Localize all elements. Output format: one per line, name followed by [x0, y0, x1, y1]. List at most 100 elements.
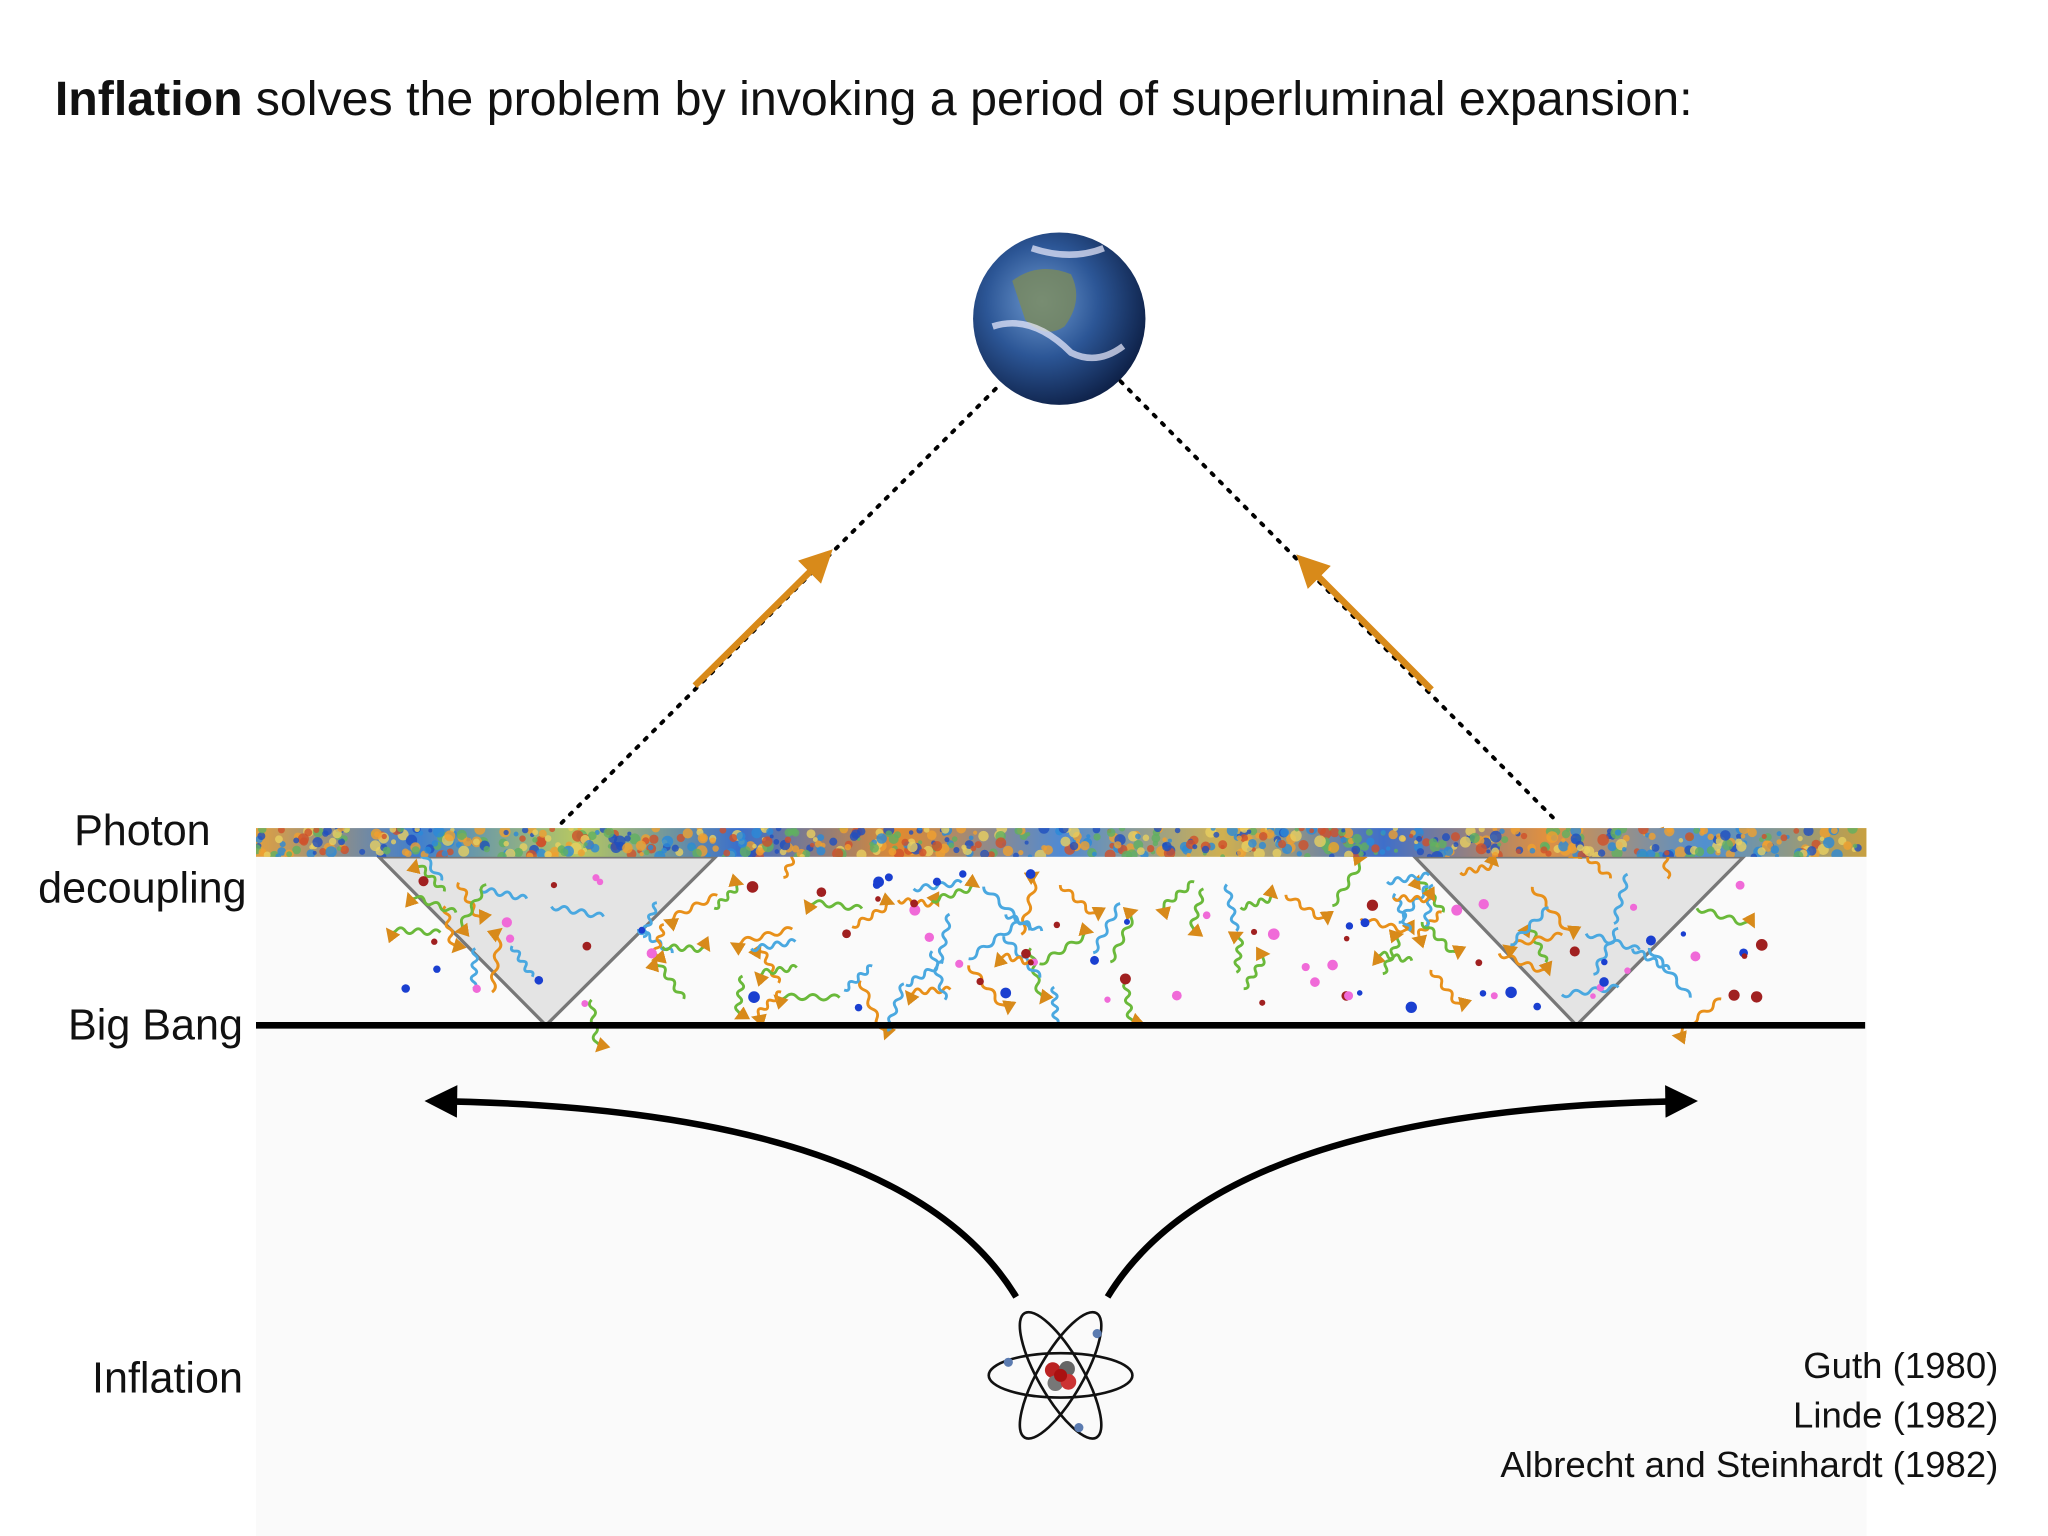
cmb-spot: [908, 830, 914, 835]
particle-wave: [486, 927, 503, 994]
cmb-spot: [342, 828, 350, 833]
cmb-spot: [1151, 833, 1161, 843]
cmb-spot: [526, 852, 534, 857]
particle-wave: [550, 905, 605, 919]
cmb-spot: [472, 838, 480, 846]
cmb-spot: [1240, 834, 1249, 843]
particle-wave: [385, 926, 442, 944]
cmb-spot: [389, 828, 397, 833]
particle: [1301, 962, 1310, 972]
cmb-spot: [1475, 843, 1487, 855]
cmb-spot: [737, 838, 748, 848]
cmb-spot: [1317, 828, 1326, 835]
cmb-spot: [1823, 836, 1835, 849]
cmb-spot: [1412, 828, 1424, 839]
cmb-spot: [1379, 849, 1386, 855]
cmb-spot: [893, 848, 905, 857]
particle-wave: [1058, 884, 1106, 922]
cmb-spot: [1392, 828, 1399, 831]
particle-wave: [469, 947, 479, 990]
cmb-spot: [1226, 828, 1238, 837]
cmb-spot: [1831, 849, 1843, 857]
particle-wave: [1613, 872, 1629, 925]
cmb-spot: [970, 845, 977, 852]
cmb-spot: [995, 837, 1007, 849]
particle-wave: [754, 964, 798, 987]
cmb-spot: [1469, 832, 1480, 844]
cmb-spot: [456, 829, 467, 840]
cmb-spot: [1167, 838, 1172, 843]
inflation-label: Inflation: [92, 1354, 243, 1402]
cmb-spot: [961, 844, 967, 850]
particle: [910, 899, 919, 908]
cmb-spot: [1060, 836, 1071, 847]
cmb-spot: [624, 835, 631, 842]
particle-wave: [967, 965, 1017, 1016]
cmb-spot: [839, 828, 849, 834]
cmb-spot: [312, 850, 317, 855]
cmb-spot: [1340, 836, 1347, 843]
cmb-spot: [1546, 831, 1559, 843]
particle: [1090, 955, 1099, 965]
cmb-spot: [1614, 829, 1622, 836]
cmb-spot: [687, 842, 696, 852]
cmb-spot: [1819, 828, 1831, 839]
cmb-spot: [568, 828, 574, 832]
cmb-spot: [277, 828, 285, 834]
cmb-spot: [257, 828, 267, 834]
cmb-spot: [980, 849, 990, 857]
cmb-spot: [723, 849, 731, 857]
cmb-spot: [1636, 848, 1648, 857]
cmb-spot: [1314, 835, 1326, 848]
particle: [581, 1000, 589, 1007]
cmb-spot: [1674, 846, 1687, 857]
cmb-spot: [1174, 828, 1181, 834]
cmb-spot: [483, 845, 490, 853]
cmb-spot: [888, 847, 897, 856]
cmb-spot: [503, 840, 509, 847]
cmb-spot: [319, 848, 327, 856]
cmb-spot: [639, 851, 644, 857]
cmb-spot: [1499, 828, 1505, 834]
particle: [1569, 946, 1580, 957]
cmb-spot: [1638, 828, 1649, 835]
cmb-spot: [1678, 838, 1684, 843]
cmb-spot: [773, 839, 780, 845]
cmb-spot: [1018, 850, 1024, 856]
cmb-spot: [1738, 828, 1750, 835]
cmb-spot: [1793, 828, 1800, 834]
cmb-spot: [1529, 847, 1536, 854]
particle: [1680, 931, 1687, 937]
cmb-spot: [769, 834, 774, 839]
cmb-spot: [1409, 833, 1414, 839]
cmb-spot: [1540, 846, 1548, 854]
particle: [1000, 987, 1012, 999]
cmb-spot: [1210, 828, 1216, 831]
cmb-spot: [293, 837, 300, 844]
particle: [1360, 918, 1370, 928]
particle-wave: [803, 899, 864, 916]
cmb-spot: [1152, 840, 1159, 847]
cmb-spot: [1398, 835, 1406, 842]
particle-wave: [1109, 906, 1139, 964]
particle: [472, 984, 481, 994]
cmb-spot: [532, 829, 539, 836]
cmb-spot: [647, 844, 654, 851]
cmb-spot: [513, 847, 523, 857]
cmb-spot: [1342, 828, 1354, 839]
particle-wave: [405, 891, 458, 914]
cmb-spot: [1220, 854, 1226, 857]
cmb-spot: [1438, 839, 1447, 849]
cmb-spot: [1366, 837, 1375, 846]
cmb-spot: [536, 837, 547, 848]
cmb-spot: [1685, 832, 1694, 842]
cmb-spot: [325, 846, 337, 857]
particle: [1250, 928, 1258, 936]
particle: [872, 880, 881, 889]
particle: [1345, 922, 1354, 930]
cmb-spot: [1607, 842, 1617, 852]
particle-wave: [1695, 907, 1755, 929]
earth-clouds: [991, 245, 1126, 362]
cmb-spot: [1416, 848, 1425, 856]
cmb-spot: [1192, 844, 1198, 850]
